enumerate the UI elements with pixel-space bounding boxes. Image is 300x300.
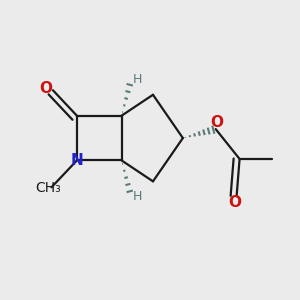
Text: H: H xyxy=(133,73,142,86)
Text: CH₃: CH₃ xyxy=(36,181,61,195)
Text: O: O xyxy=(229,195,242,210)
Text: H: H xyxy=(133,190,142,203)
Text: O: O xyxy=(211,115,224,130)
Text: O: O xyxy=(39,81,52,96)
Text: N: N xyxy=(70,153,83,168)
